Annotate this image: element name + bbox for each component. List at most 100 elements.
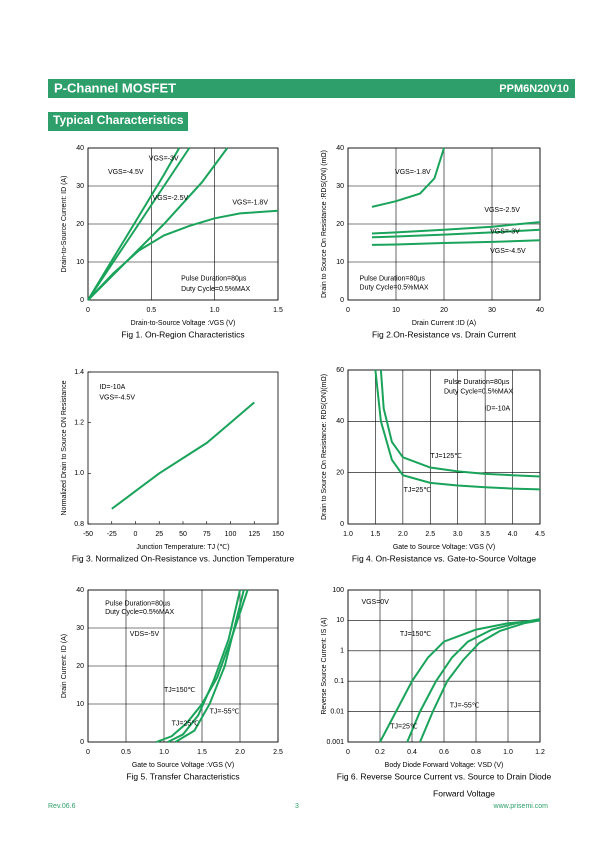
- figure-caption: Forward Voltage: [433, 788, 495, 798]
- annotation: VGS=-4.5V: [108, 169, 144, 176]
- header-title: P-Channel MOSFET: [54, 80, 176, 95]
- annotation: ID=-10A: [484, 405, 510, 412]
- y-tick-label: 40: [76, 587, 84, 594]
- curve: [406, 618, 541, 743]
- y-tick-label: 60: [336, 367, 344, 374]
- annotation: VGS=-1.8V: [232, 200, 268, 207]
- annotation: Duty Cycle=0.5%MAX: [181, 286, 250, 293]
- y-tick-label: 30: [76, 183, 84, 190]
- y-tick-label: 20: [76, 221, 84, 228]
- x-tick-label: 25: [155, 531, 163, 538]
- x-tick-label: 1.5: [371, 531, 381, 538]
- x-tick-label: 40: [536, 307, 544, 314]
- curve: [167, 589, 241, 743]
- x-tick-label: 1.0: [503, 749, 513, 756]
- x-tick-label: 0.5: [146, 307, 156, 314]
- x-tick-label: 1.0: [210, 307, 220, 314]
- y-tick-label: 0: [340, 521, 344, 528]
- annotation: VGS=-3V: [149, 155, 179, 162]
- y-tick-label: 40: [336, 418, 344, 425]
- curve: [371, 221, 541, 235]
- annotation: VGS=-2.5V: [153, 195, 189, 202]
- annotation: Duty Cycle=0.5%MAX: [360, 285, 429, 292]
- y-tick-label: 40: [336, 145, 344, 152]
- x-tick-label: 1.2: [535, 749, 545, 756]
- annotation: TJ=-55℃: [450, 702, 480, 709]
- x-tick-label: -25: [107, 531, 117, 538]
- annotation: ID=-10A: [99, 384, 125, 391]
- curve: [419, 619, 541, 743]
- curve: [379, 619, 541, 743]
- y-tick-label: 0.001: [326, 739, 344, 746]
- figure-caption: Fig 6. Reverse Source Current vs. Source…: [337, 771, 552, 781]
- annotation: Pulse Duration=80µs: [181, 276, 247, 283]
- x-tick-label: 0: [346, 307, 350, 314]
- x-tick-label: 0: [86, 749, 90, 756]
- y-tick-label: 1.2: [74, 420, 84, 427]
- footer-revision: Rev.06.6: [48, 803, 76, 810]
- y-axis-title: Drain-to-Source Current: ID (A): [61, 176, 68, 273]
- x-tick-label: 1.5: [273, 307, 283, 314]
- y-tick-label: 1.4: [74, 369, 84, 376]
- y-tick-label: 10: [76, 701, 84, 708]
- annotation: Duty Cycle=0.5%MAX: [444, 388, 513, 395]
- curve: [374, 369, 541, 491]
- annotation: Pulse Duration=80µs: [360, 276, 426, 283]
- annotation: VGS=-1.8V: [395, 169, 431, 176]
- x-tick-label: 3.5: [480, 531, 490, 538]
- x-tick-label: 4.5: [535, 531, 545, 538]
- x-tick-label: 30: [488, 307, 496, 314]
- x-tick-label: 2.5: [425, 531, 435, 538]
- header-bar: [48, 79, 575, 98]
- x-tick-label: 0.5: [121, 749, 131, 756]
- figure-caption: Fig 3. Normalized On-Resistance vs. Junc…: [72, 553, 295, 563]
- curve: [379, 369, 541, 478]
- y-tick-label: 30: [336, 183, 344, 190]
- y-tick-label: 10: [336, 259, 344, 266]
- curve: [87, 147, 191, 301]
- x-tick-label: 0: [346, 749, 350, 756]
- y-tick-label: 20: [76, 663, 84, 670]
- annotation: VGS=-3V: [490, 228, 520, 235]
- y-axis-title: Drain Current: ID (A): [61, 634, 68, 698]
- annotation: VDS=-5V: [130, 631, 160, 638]
- annotation: TJ=150℃: [400, 631, 432, 638]
- y-axis-title: Drain to Source On Resistance: RDS(ON)(m…: [321, 374, 328, 520]
- annotation: TJ=25℃: [172, 721, 200, 728]
- x-axis-title: Drain-to-Source Voltage :VGS (V): [131, 320, 236, 327]
- x-tick-label: 125: [248, 531, 260, 538]
- y-tick-label: 0: [80, 739, 84, 746]
- y-axis-title: Reverse Source Current: IS (A): [321, 617, 328, 714]
- footer-url: www.prisemi.com: [493, 803, 549, 810]
- y-tick-label: 100: [332, 587, 344, 594]
- annotation: TJ=125℃: [431, 453, 463, 460]
- curve: [87, 209, 279, 301]
- x-tick-label: 3.0: [453, 531, 463, 538]
- annotation: VGS=-4.5V: [99, 395, 135, 402]
- annotation: Pulse Duration=80µs: [105, 601, 171, 608]
- x-tick-label: 75: [203, 531, 211, 538]
- x-tick-label: 0.8: [471, 749, 481, 756]
- annotation: Pulse Duration=80µs: [444, 379, 510, 386]
- y-tick-label: 0: [340, 297, 344, 304]
- section-bar: [48, 112, 188, 131]
- y-tick-label: 10: [336, 617, 344, 624]
- y-tick-label: 30: [76, 625, 84, 632]
- y-tick-label: 0.1: [334, 678, 344, 685]
- curve: [371, 147, 445, 208]
- x-axis-title: Drain Current :ID (A): [412, 320, 476, 327]
- y-tick-label: 0: [80, 297, 84, 304]
- x-tick-label: 2.0: [235, 749, 245, 756]
- annotation: TJ=150℃: [164, 687, 196, 694]
- y-tick-label: 1.0: [74, 470, 84, 477]
- y-tick-label: 20: [336, 221, 344, 228]
- annotation: Duty Cycle=0.5%MAX: [105, 609, 174, 616]
- x-axis-title: Body Diode Forward Voltage: VSD (V): [385, 762, 504, 769]
- annotation: VGS=0V: [361, 599, 389, 606]
- x-tick-label: 1.0: [159, 749, 169, 756]
- figure-caption: Fig 4. On-Resistance vs. Gate-to-Source …: [352, 553, 537, 563]
- x-tick-label: 4.0: [508, 531, 518, 538]
- curve: [87, 147, 181, 301]
- y-axis-title: Drain to Source On Resistance :RDS(ON) (…: [321, 150, 328, 298]
